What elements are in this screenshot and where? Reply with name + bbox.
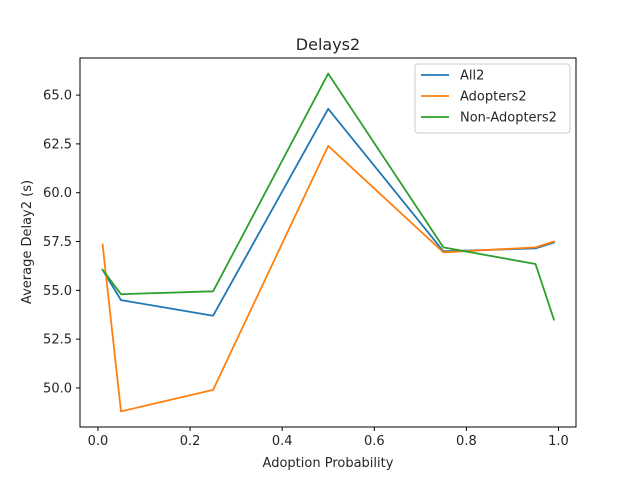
x-tick-label: 0.2 (180, 434, 201, 449)
y-tick-label: 50.0 (43, 381, 72, 396)
y-axis-label: Average Delay2 (s) (20, 180, 35, 304)
x-axis-label: Adoption Probability (263, 456, 394, 471)
series-line-2 (101, 72, 556, 321)
plot-frame (79, 57, 577, 428)
legend-label-1: Adopters2 (460, 90, 527, 105)
plot-lines (101, 72, 556, 413)
x-axis-ticks: 0.0 0.2 0.4 0.6 0.8 1.0 (88, 427, 569, 449)
x-tick-label: 1.0 (548, 434, 569, 449)
legend-label-0: All2 (460, 69, 484, 84)
x-tick-label: 0.0 (88, 434, 109, 449)
y-tick-label: 52.5 (43, 333, 72, 348)
chart-title: Delays2 (296, 35, 360, 54)
legend-label-2: Non-Adopters2 (460, 111, 557, 126)
x-tick-label: 0.4 (272, 434, 293, 449)
y-tick-label: 62.5 (43, 137, 72, 152)
y-tick-label: 60.0 (43, 186, 72, 201)
x-tick-label: 0.6 (364, 434, 385, 449)
legend: All2 Adopters2 Non-Adopters2 (414, 63, 571, 134)
x-tick-label: 0.8 (456, 434, 477, 449)
series-line-1 (101, 144, 556, 413)
y-tick-label: 65.0 (43, 89, 72, 104)
legend-frame (414, 63, 571, 134)
y-axis-ticks: 50.0 52.5 55.0 57.5 60.0 62.5 65.0 (43, 89, 80, 396)
y-tick-label: 55.0 (43, 284, 72, 299)
series-line-0 (101, 107, 556, 317)
y-tick-label: 57.5 (43, 235, 72, 250)
